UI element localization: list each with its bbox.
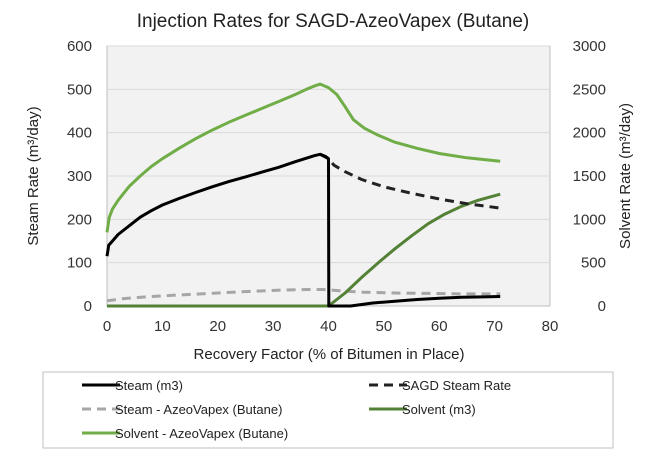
x-tick-label: 40 — [320, 318, 337, 335]
series-line-solvent-m3 — [107, 192, 501, 308]
series-layer — [105, 82, 501, 308]
series-line-sagd-steam-rate — [319, 152, 501, 210]
left-y-tick-label: 600 — [67, 38, 92, 55]
x-tick-label: 0 — [103, 318, 111, 335]
left-y-tick-label: 500 — [67, 81, 92, 98]
right-y-tick-label: 2000 — [573, 125, 606, 142]
legend-label: Steam - AzeoVapex (Butane) — [115, 402, 282, 417]
x-axis-title: Recovery Factor (% of Bitumen in Place) — [194, 346, 465, 363]
left-y-axis-title: Steam Rate (m³/day) — [25, 106, 42, 245]
x-tick-label: 50 — [376, 318, 393, 335]
left-y-tick-label: 100 — [67, 255, 92, 272]
left-y-tick-label: 200 — [67, 211, 92, 228]
legend-label: Steam (m3) — [115, 378, 183, 393]
right-y-tick-label: 500 — [581, 255, 606, 272]
right-y-tick-label: 1500 — [573, 168, 606, 185]
x-tick-label: 20 — [209, 318, 226, 335]
right-y-axis-ticks: 0 500 1000 1500 2000 2500 3000 — [573, 38, 606, 315]
legend-label: Solvent (m3) — [402, 402, 476, 417]
x-axis-ticks: 0 10 20 30 40 50 60 70 80 — [103, 318, 559, 335]
legend-box — [42, 371, 614, 449]
legend-label: Solvent - AzeoVapex (Butane) — [115, 426, 288, 441]
left-y-tick-label: 300 — [67, 168, 92, 185]
x-tick-label: 60 — [431, 318, 448, 335]
left-y-tick-label: 400 — [67, 125, 92, 142]
x-tick-label: 30 — [265, 318, 282, 335]
series-line-steam-m3 — [105, 152, 501, 308]
x-tick-label: 70 — [486, 318, 503, 335]
right-y-tick-label: 1000 — [573, 211, 606, 228]
left-y-tick-label: 0 — [84, 298, 92, 315]
legend: Steam (m3) SAGD Steam Rate Steam - AzeoVap… — [82, 378, 511, 441]
series-line-solvent-azeovapex-butane — [105, 82, 501, 233]
right-y-tick-label: 2500 — [573, 81, 606, 98]
right-y-tick-label: 0 — [598, 298, 606, 315]
right-y-axis-title: Solvent Rate (m³/day) — [617, 103, 634, 249]
right-y-tick-label: 3000 — [573, 38, 606, 55]
x-tick-label: 80 — [542, 318, 559, 335]
x-tick-label: 10 — [154, 318, 171, 335]
left-y-axis-ticks: 0 100 200 300 400 500 600 — [67, 38, 92, 315]
legend-label: SAGD Steam Rate — [402, 378, 511, 393]
series-line-steam-azeovapex-butane — [106, 288, 501, 303]
chart-title: Injection Rates for SAGD-AzeoVapex (Buta… — [137, 11, 530, 32]
